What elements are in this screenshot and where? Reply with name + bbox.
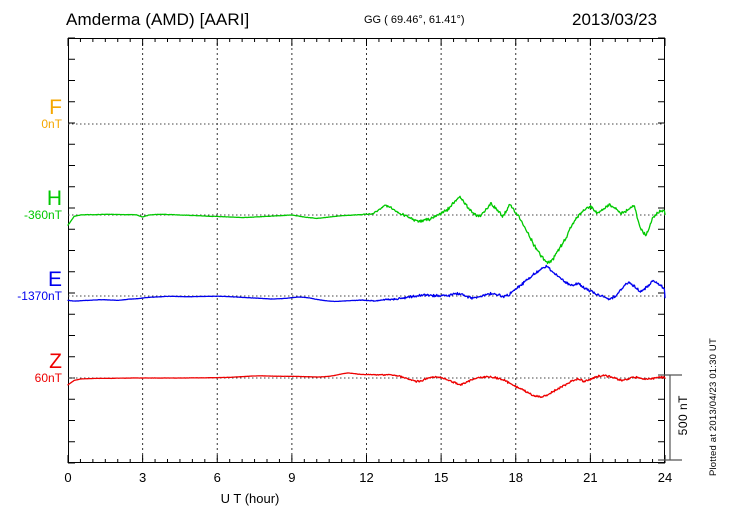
component-baseline-f: 0nT <box>41 117 62 131</box>
plotted-timestamp: Plotted at 2013/04/23 01:30 UT <box>708 338 719 477</box>
component-label-e: E -1370nT <box>17 268 62 303</box>
component-symbol-h: H <box>46 187 62 210</box>
plot-frame <box>68 38 665 463</box>
scale-bar-label: 500 nT <box>676 395 690 436</box>
x-tick-18: 18 <box>508 470 523 485</box>
component-baseline-z: 60nT <box>34 371 62 385</box>
component-label-f: F 0nT <box>41 96 62 131</box>
x-tick-6: 6 <box>213 470 221 485</box>
observation-date: 2013/03/23 <box>572 10 658 29</box>
geo-coords-text: GG ( 69.46°, 61.41°) <box>364 14 465 26</box>
component-symbol-z: Z <box>49 350 62 373</box>
geographic-coordinates: GG ( 69.46°, 61.41°) <box>364 14 465 26</box>
component-label-z: Z 60nT <box>34 350 62 385</box>
x-tick-9: 9 <box>288 470 296 485</box>
component-symbol-e: E <box>47 268 62 291</box>
component-label-h: H -360nT <box>23 187 62 222</box>
station-title: Amderma (AMD) [AARI] <box>66 10 250 29</box>
x-axis-title-text: U T (hour) <box>220 491 280 506</box>
x-tick-3: 3 <box>139 470 147 485</box>
component-baseline-h: -360nT <box>23 208 62 222</box>
x-tick-21: 21 <box>583 470 598 485</box>
x-tick-12: 12 <box>359 470 374 485</box>
x-tick-15: 15 <box>433 470 449 485</box>
x-tick-0: 0 <box>64 470 72 485</box>
component-baseline-e: -1370nT <box>17 289 62 303</box>
x-axis-title: U T (hour) <box>0 491 730 506</box>
component-symbol-f: F <box>49 96 62 119</box>
x-tick-24: 24 <box>657 470 673 485</box>
